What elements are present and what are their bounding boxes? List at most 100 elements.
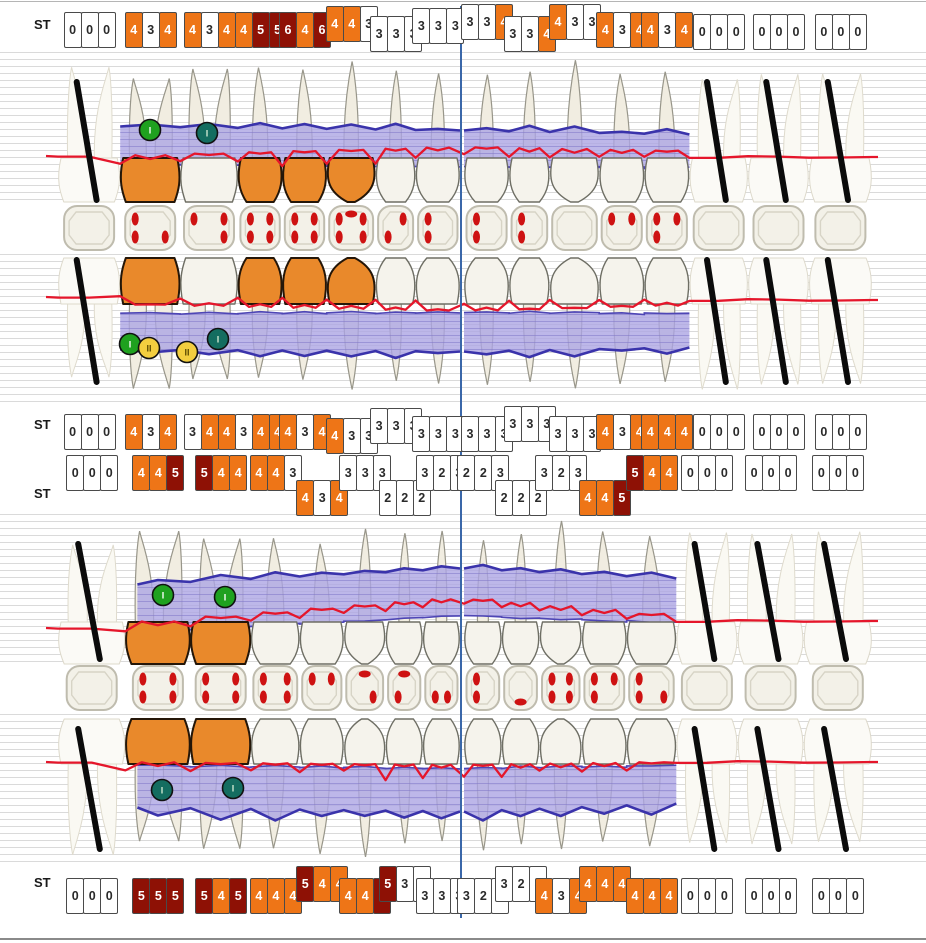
probing-depth-box[interactable]: 0 — [770, 414, 788, 450]
probing-depth-box[interactable]: 4 — [660, 878, 678, 914]
tooth-crown-mandible-3-lingual[interactable] — [190, 621, 252, 665]
probing-depth-box[interactable]: 0 — [753, 414, 771, 450]
tooth-crown-mandible-6-buccal[interactable] — [344, 718, 386, 765]
probing-depth-box[interactable]: 4 — [339, 878, 358, 914]
probing-depth-box[interactable]: 3 — [339, 455, 358, 491]
tooth-crown-maxilla-10-buccal[interactable] — [509, 157, 550, 203]
probing-depth-box[interactable]: 3 — [313, 480, 332, 516]
probing-depth-box[interactable]: 4 — [313, 866, 332, 902]
probing-depth-box[interactable]: 5 — [149, 878, 168, 914]
probing-depth-box[interactable]: 0 — [63, 12, 82, 48]
probing-depth-box[interactable]: 0 — [715, 455, 734, 491]
tooth-crown-maxilla-9-palatal[interactable] — [464, 257, 509, 305]
probing-depth-box[interactable]: 4 — [595, 480, 614, 516]
probing-depth-box[interactable]: 3 — [520, 16, 539, 52]
probing-depth-box[interactable]: 0 — [745, 878, 764, 914]
furcation-marker[interactable]: II — [137, 336, 161, 360]
probing-depth-box[interactable]: 0 — [693, 14, 712, 50]
probing-depth-box[interactable]: 4 — [641, 12, 660, 48]
probing-depth-box[interactable]: 3 — [495, 866, 514, 902]
probing-depth-box[interactable]: 4 — [578, 866, 597, 902]
tooth-crown-maxilla-9-buccal[interactable] — [464, 157, 509, 203]
tooth-crown-maxilla-13-palatal[interactable] — [644, 257, 690, 305]
probing-depth-box[interactable]: 5 — [195, 878, 214, 914]
probing-depth-box[interactable]: 3 — [566, 416, 584, 452]
occlusal-tooth[interactable] — [541, 665, 581, 711]
probing-depth-box[interactable]: 4 — [158, 414, 177, 450]
tooth-crown-maxilla-8-palatal[interactable] — [415, 257, 460, 305]
probing-depth-box[interactable]: 0 — [698, 878, 717, 914]
probing-depth-box[interactable]: 4 — [266, 455, 285, 491]
probing-depth-box[interactable]: 0 — [715, 878, 734, 914]
tooth-crown-maxilla-6-buccal[interactable] — [326, 157, 376, 203]
probing-depth-box[interactable]: 0 — [727, 14, 746, 50]
probing-depth-box[interactable]: 0 — [846, 455, 865, 491]
probing-depth-box[interactable]: 3 — [415, 878, 434, 914]
occlusal-tooth[interactable] — [63, 205, 116, 251]
occlusal-tooth[interactable] — [252, 665, 299, 711]
probing-depth-box[interactable]: 0 — [745, 455, 764, 491]
probing-depth-box[interactable]: 0 — [66, 878, 85, 914]
probing-depth-box[interactable]: 2 — [457, 455, 476, 491]
probing-depth-box[interactable]: 0 — [681, 455, 700, 491]
tooth-crown-maxilla-8-buccal[interactable] — [415, 157, 460, 203]
occlusal-tooth[interactable] — [328, 205, 375, 251]
tooth-crown-mandible-2-buccal[interactable] — [125, 718, 191, 765]
probing-depth-box[interactable]: 2 — [512, 866, 531, 902]
probing-depth-box[interactable]: 0 — [831, 414, 850, 450]
tooth-crown-maxilla-10-palatal[interactable] — [509, 257, 550, 305]
tooth-crown-maxilla-11-palatal[interactable] — [549, 257, 599, 305]
probing-depth-box[interactable]: 4 — [124, 12, 143, 48]
furcation-marker[interactable]: I — [151, 583, 175, 607]
probing-depth-box[interactable]: 0 — [698, 455, 717, 491]
probing-depth-box[interactable]: 3 — [412, 8, 431, 44]
probing-depth-box[interactable]: 4 — [342, 6, 361, 42]
tooth-crown-maxilla-4-buccal[interactable] — [237, 157, 283, 203]
probing-depth-box[interactable]: 0 — [80, 414, 99, 450]
tooth-crown-mandible-8-lingual[interactable] — [422, 621, 460, 665]
probing-depth-box[interactable]: 0 — [681, 878, 700, 914]
probing-depth-box[interactable]: 3 — [461, 4, 479, 40]
tooth-crown-maxilla-5-buccal[interactable] — [282, 157, 327, 203]
probing-depth-box[interactable]: 4 — [643, 878, 661, 914]
probing-depth-box[interactable]: 4 — [325, 418, 344, 454]
tooth-crown-mandible-10-lingual[interactable] — [501, 621, 540, 665]
probing-depth-box[interactable]: 4 — [660, 455, 678, 491]
probing-depth-box[interactable]: 0 — [80, 12, 99, 48]
probing-depth-box[interactable]: 4 — [212, 455, 231, 491]
probing-depth-box[interactable]: 0 — [814, 414, 833, 450]
probing-depth-box[interactable]: 2 — [495, 480, 514, 516]
probing-depth-box[interactable]: 4 — [217, 12, 236, 48]
probing-depth-box[interactable]: 4 — [229, 455, 248, 491]
tooth-crown-mandible-12-lingual[interactable] — [582, 621, 627, 665]
furcation-marker[interactable]: I — [150, 778, 174, 802]
tooth-crown-maxilla-7-palatal[interactable] — [375, 257, 416, 305]
occlusal-tooth[interactable] — [387, 665, 422, 711]
probing-depth-box[interactable]: 2 — [512, 480, 531, 516]
probing-depth-box[interactable]: 4 — [124, 414, 143, 450]
occlusal-tooth[interactable] — [645, 205, 688, 251]
furcation-marker[interactable]: I — [138, 118, 162, 142]
tooth-crown-maxilla-3-buccal[interactable] — [180, 157, 238, 203]
probing-depth-box[interactable]: 4 — [200, 414, 219, 450]
probing-depth-box[interactable]: 3 — [412, 416, 431, 452]
furcation-marker[interactable]: I — [221, 776, 245, 800]
furcation-marker[interactable]: I — [213, 585, 237, 609]
probing-depth-box[interactable]: 4 — [595, 866, 614, 902]
probing-depth-box[interactable]: 3 — [478, 416, 496, 452]
tooth-crown-mandible-10-buccal[interactable] — [501, 718, 540, 765]
tooth-crown-mandible-8-buccal[interactable] — [422, 718, 460, 765]
tooth-crown-maxilla-2-buccal[interactable] — [119, 157, 181, 203]
tooth-crown-mandible-11-lingual[interactable] — [539, 621, 582, 665]
probing-depth-box[interactable]: 3 — [395, 866, 414, 902]
furcation-marker[interactable]: I — [118, 332, 142, 356]
occlusal-tooth[interactable] — [465, 205, 508, 251]
probing-depth-box[interactable]: 4 — [578, 480, 597, 516]
probing-depth-box[interactable]: 0 — [812, 455, 831, 491]
probing-depth-box[interactable]: 2 — [552, 455, 571, 491]
probing-depth-box[interactable]: 0 — [83, 878, 102, 914]
occlusal-tooth[interactable] — [814, 205, 867, 251]
tooth-crown-mandible-4-lingual[interactable] — [251, 621, 300, 665]
occlusal-tooth[interactable] — [600, 205, 643, 251]
probing-depth-box[interactable]: 2 — [432, 455, 451, 491]
